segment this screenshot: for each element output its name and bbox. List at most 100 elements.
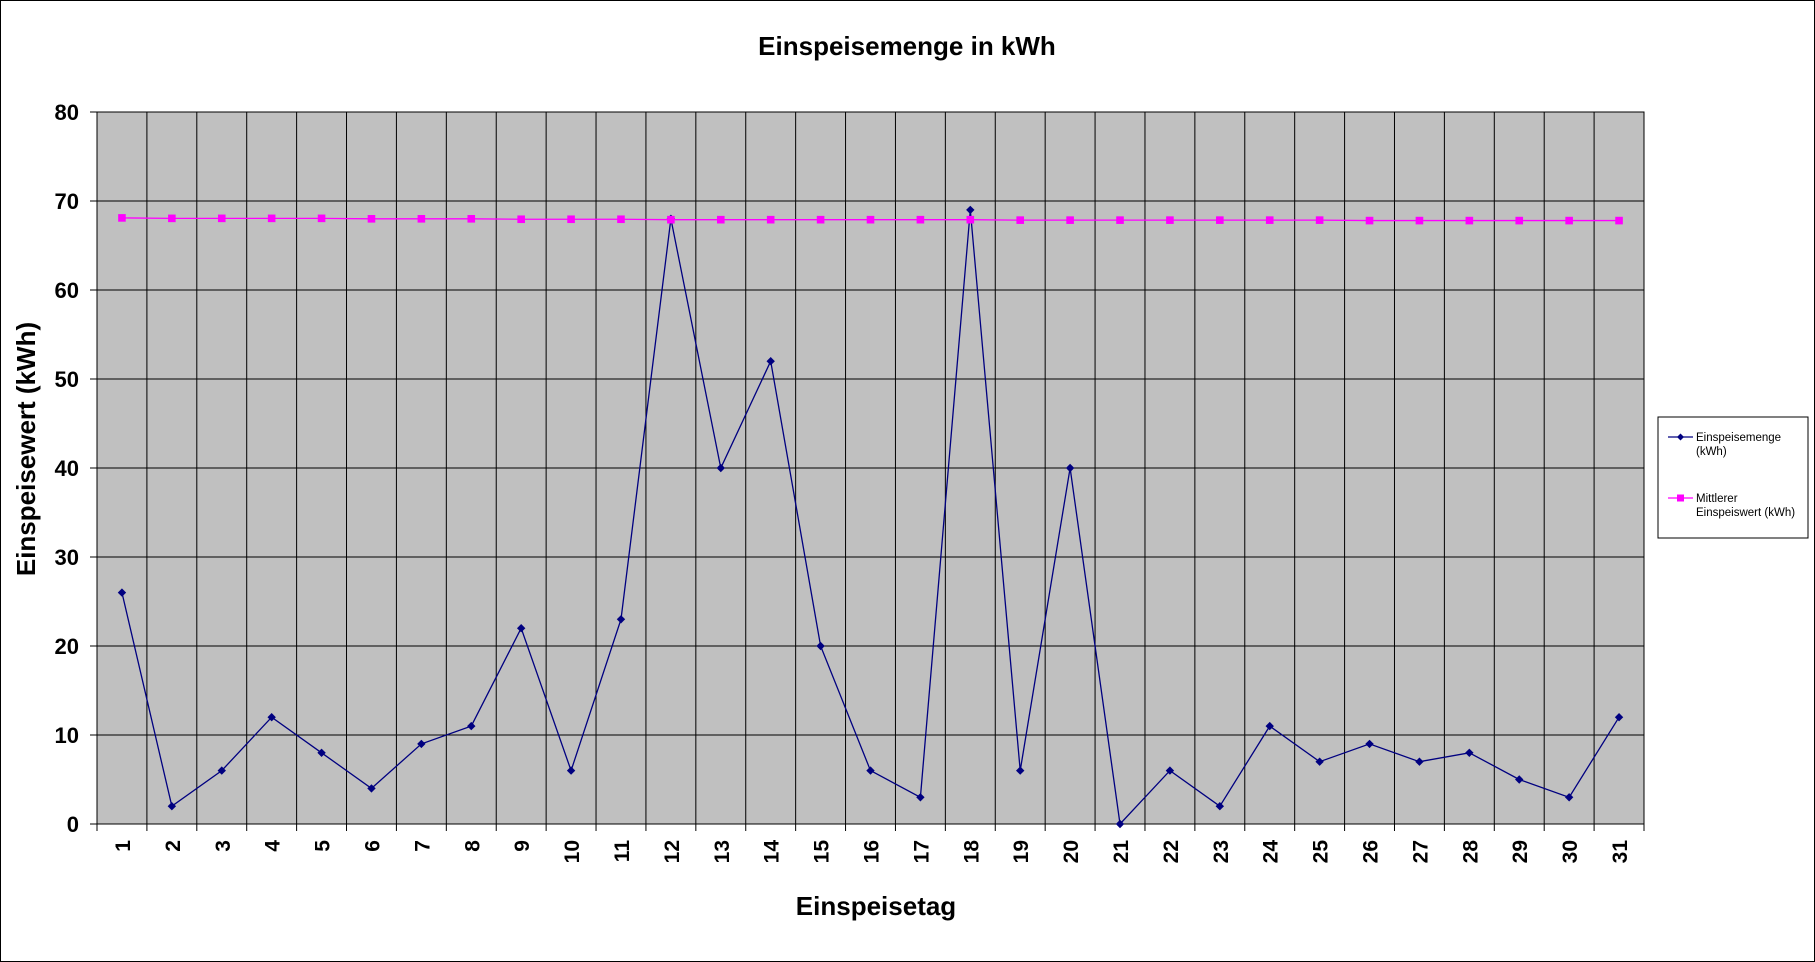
x-tick-label: 15 xyxy=(811,840,834,864)
x-tick-label: 20 xyxy=(1060,840,1083,863)
legend-marker xyxy=(1677,494,1684,502)
x-tick-label: 8 xyxy=(461,840,484,852)
data-point xyxy=(816,215,825,224)
data-point xyxy=(866,766,875,775)
data-point xyxy=(167,802,177,811)
data-point xyxy=(1066,216,1074,224)
data-point xyxy=(117,588,127,597)
data-point xyxy=(1115,819,1125,829)
x-tick-label: 10 xyxy=(561,840,584,863)
x-tick-label: 13 xyxy=(711,840,734,863)
x-tick-label: 5 xyxy=(312,840,335,852)
data-point xyxy=(816,641,825,651)
series-2 xyxy=(118,214,1623,225)
data-point xyxy=(966,215,975,224)
y-tick-label: 40 xyxy=(55,456,79,481)
data-point xyxy=(916,793,925,802)
legend-label: (kWh) xyxy=(1696,446,1727,458)
data-point xyxy=(517,215,525,224)
data-point xyxy=(1564,793,1574,802)
data-point xyxy=(217,766,226,775)
data-point xyxy=(217,214,226,223)
data-point xyxy=(1465,216,1474,225)
x-tick-label: 16 xyxy=(861,840,884,863)
x-tick-label: 1 xyxy=(112,840,135,852)
x-tick-label: 3 xyxy=(212,840,235,852)
x-tick-label: 11 xyxy=(611,840,634,863)
legend-item: Mittlerer Einspeiswert (kWh) xyxy=(1668,493,1795,519)
data-point xyxy=(1515,216,1524,225)
data-point xyxy=(267,713,276,722)
x-tick-label: 25 xyxy=(1310,840,1333,864)
chart-title: Einspeisemenge in kWh xyxy=(758,31,1056,61)
data-point xyxy=(467,215,476,223)
x-tick-label: 27 xyxy=(1409,840,1432,863)
x-tick-label: 17 xyxy=(910,840,933,863)
x-tick-label: 23 xyxy=(1210,840,1233,863)
x-tick-label: 6 xyxy=(361,840,384,852)
data-point xyxy=(567,215,575,224)
data-point xyxy=(1265,216,1274,224)
y-tick-label: 80 xyxy=(55,100,79,125)
data-point xyxy=(617,215,625,224)
data-point xyxy=(766,215,775,224)
data-point xyxy=(1365,216,1374,225)
data-point xyxy=(667,215,675,224)
x-tick-label: 7 xyxy=(411,840,434,852)
data-point xyxy=(367,215,376,223)
x-tick-label: 14 xyxy=(761,840,784,864)
y-tick-label: 50 xyxy=(55,367,79,392)
data-point xyxy=(267,214,276,223)
data-point xyxy=(367,784,376,793)
data-point xyxy=(1415,216,1424,225)
data-point xyxy=(317,214,326,223)
x-tick-label: 18 xyxy=(960,840,983,864)
x-tick-label: 22 xyxy=(1160,840,1183,863)
data-point xyxy=(1016,216,1025,224)
x-tick-label: 29 xyxy=(1509,840,1532,863)
data-point xyxy=(1515,775,1524,784)
data-point xyxy=(317,748,326,757)
data-point xyxy=(1315,757,1324,766)
y-tick-label: 60 xyxy=(55,278,79,303)
legend-item: Einspeisemenge (kWh) xyxy=(1668,432,1781,458)
x-axis-title: Einspeisetag xyxy=(796,891,956,921)
x-tick-label: 4 xyxy=(262,840,285,852)
data-point xyxy=(417,739,426,749)
x-tick-label: 31 xyxy=(1609,840,1632,864)
y-tick-label: 70 xyxy=(55,189,79,214)
data-point xyxy=(516,624,526,633)
data-point xyxy=(1216,216,1224,224)
data-point xyxy=(1465,748,1474,757)
y-tick-label: 30 xyxy=(55,545,79,570)
data-point xyxy=(916,215,925,224)
data-point xyxy=(766,357,775,366)
data-point xyxy=(716,463,725,473)
data-point xyxy=(616,615,626,624)
data-point xyxy=(1116,216,1124,224)
data-point xyxy=(1065,463,1075,473)
data-point xyxy=(467,721,476,731)
x-tick-label: 19 xyxy=(1010,840,1033,863)
data-point xyxy=(1565,216,1573,225)
x-tick-label: 9 xyxy=(511,840,534,852)
legend-label: Mittlerer xyxy=(1696,493,1738,505)
data-point xyxy=(118,214,126,222)
x-tick-label: 26 xyxy=(1360,840,1383,863)
data-point xyxy=(966,205,975,215)
x-tick-label: 28 xyxy=(1459,840,1482,864)
y-tick-label: 0 xyxy=(67,812,79,837)
data-point xyxy=(1265,721,1274,731)
y-axis-title: Einspeisewert (kWh) xyxy=(11,322,41,576)
data-point xyxy=(716,215,725,224)
data-point xyxy=(1365,739,1374,749)
data-point xyxy=(1615,216,1623,225)
legend-label: Einspeisemenge xyxy=(1696,432,1781,444)
x-tick-label: 12 xyxy=(661,840,684,863)
data-point xyxy=(1315,216,1324,224)
x-tick-label: 21 xyxy=(1110,840,1133,864)
data-point xyxy=(1415,757,1424,766)
